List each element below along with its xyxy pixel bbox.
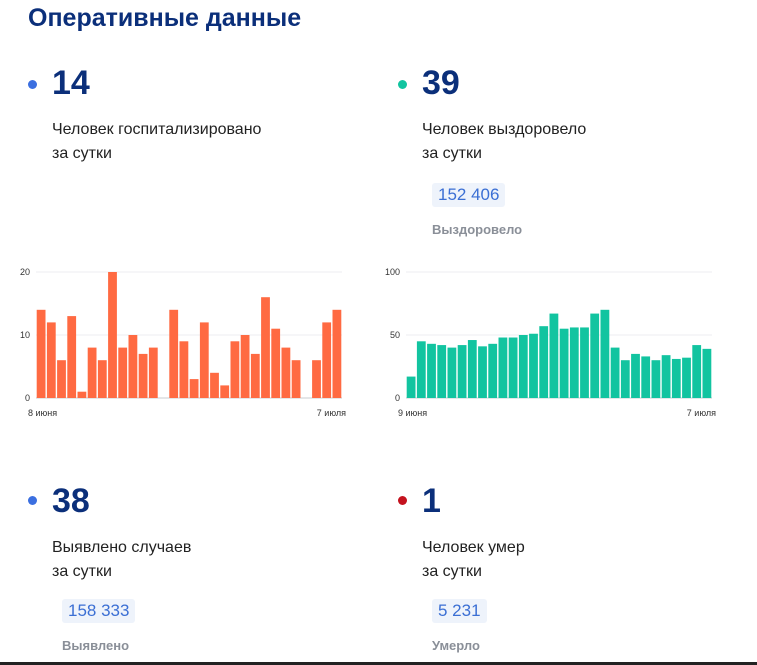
- chart-bar: [447, 347, 457, 398]
- recovered-total: 152 406: [432, 183, 506, 207]
- y-tick-label: 20: [20, 267, 30, 277]
- chart-bar: [332, 309, 342, 398]
- chart-bar: [437, 345, 447, 398]
- blue-dot-icon: [28, 80, 37, 89]
- y-tick-label: 50: [390, 330, 400, 340]
- chart-bar: [590, 313, 600, 398]
- deaths-label-line2: за сутки: [422, 563, 482, 580]
- chart-bar: [97, 360, 107, 398]
- chart-bar: [559, 328, 569, 398]
- chart-bar: [549, 313, 559, 398]
- x-start-label: 8 июня: [28, 408, 57, 418]
- chart-bar: [539, 326, 549, 398]
- chart-bar: [569, 327, 579, 398]
- chart-bar: [457, 345, 467, 398]
- x-start-label: 9 июня: [398, 408, 427, 418]
- chart-bar: [291, 360, 301, 398]
- deaths-total-label: Умерло: [432, 638, 480, 653]
- cases-total: 158 333: [62, 599, 136, 623]
- chart-bar: [631, 353, 640, 398]
- recovered-bar-chart: 0 50 100 9 июня 7 июля: [385, 267, 716, 418]
- recovered-label-line1: Человек выздоровело: [422, 121, 587, 138]
- chart-bar: [702, 348, 712, 398]
- chart-bar: [610, 347, 620, 398]
- recovered-label-line2: за сутки: [422, 145, 482, 162]
- chart-bar: [671, 358, 681, 398]
- chart-bar: [416, 341, 426, 398]
- chart-bar: [189, 379, 199, 398]
- chart-bar: [230, 341, 240, 398]
- y-tick-label: 10: [20, 330, 30, 340]
- x-end-label: 7 июля: [317, 408, 346, 418]
- recovered-value: 39: [422, 64, 460, 102]
- hospitalized-bar-chart: 0 10 20 8 июня 7 июля: [20, 267, 346, 418]
- hospitalized-label-line2: за сутки: [52, 145, 112, 162]
- chart-bar: [271, 328, 281, 398]
- chart-bar: [508, 337, 518, 398]
- x-end-label: 7 июля: [687, 408, 716, 418]
- cases-label-line1: Выявлено случаев: [52, 539, 192, 556]
- chart-bar: [467, 340, 477, 398]
- chart-bar: [661, 355, 671, 398]
- chart-bar: [682, 357, 691, 398]
- chart-bar: [406, 376, 416, 398]
- cases-value: 38: [52, 482, 90, 520]
- chart-bar: [46, 322, 56, 398]
- chart-bar: [529, 333, 538, 398]
- deaths-value: 1: [422, 482, 441, 520]
- y-tick-label: 100: [385, 267, 400, 277]
- deaths-total: 5 231: [432, 599, 487, 623]
- cases-label-line2: за сутки: [52, 563, 112, 580]
- teal-dot-icon: [398, 80, 407, 89]
- chart-bar: [118, 347, 128, 398]
- chart-bar: [620, 360, 630, 398]
- chart-bar: [36, 309, 46, 398]
- y-tick-label: 0: [25, 393, 30, 403]
- chart-bar: [580, 327, 589, 398]
- recovered-total-label: Выздоровело: [432, 222, 523, 237]
- chart-bar: [651, 360, 661, 398]
- chart-bar: [322, 322, 332, 398]
- chart-bar: [250, 353, 260, 398]
- blue-dot-icon: [28, 496, 37, 505]
- chart-bar: [312, 360, 321, 398]
- page-title: Оперативные данные: [28, 4, 302, 32]
- chart-bar: [518, 335, 528, 398]
- chart-bar: [199, 322, 209, 398]
- chart-bar: [108, 272, 117, 398]
- chart-bar: [488, 343, 498, 398]
- chart-bar: [67, 316, 77, 398]
- chart-bar: [692, 345, 702, 398]
- chart-bar: [281, 347, 291, 398]
- chart-bar: [498, 337, 508, 398]
- red-dot-icon: [398, 496, 407, 505]
- chart-bar: [240, 335, 250, 398]
- y-tick-label: 0: [395, 393, 400, 403]
- chart-bar: [427, 343, 436, 398]
- cases-total-label: Выявлено: [62, 638, 130, 653]
- chart-bar: [128, 335, 138, 398]
- bottom-divider: [0, 662, 757, 665]
- chart-bar: [169, 309, 179, 398]
- chart-bar: [77, 391, 87, 398]
- chart-bar: [220, 385, 230, 398]
- chart-bar: [57, 360, 66, 398]
- chart-bar: [210, 372, 219, 398]
- chart-bar: [87, 347, 97, 398]
- chart-bar: [600, 309, 610, 398]
- hospitalized-label-line1: Человек госпитализировано: [52, 121, 262, 138]
- chart-bar: [138, 353, 148, 398]
- chart-bar: [179, 341, 189, 398]
- deaths-label-line1: Человек умер: [422, 539, 525, 556]
- chart-bar: [261, 297, 270, 398]
- chart-bar: [478, 346, 487, 398]
- hospitalized-value: 14: [52, 64, 90, 102]
- chart-bar: [148, 347, 158, 398]
- chart-bar: [641, 356, 651, 398]
